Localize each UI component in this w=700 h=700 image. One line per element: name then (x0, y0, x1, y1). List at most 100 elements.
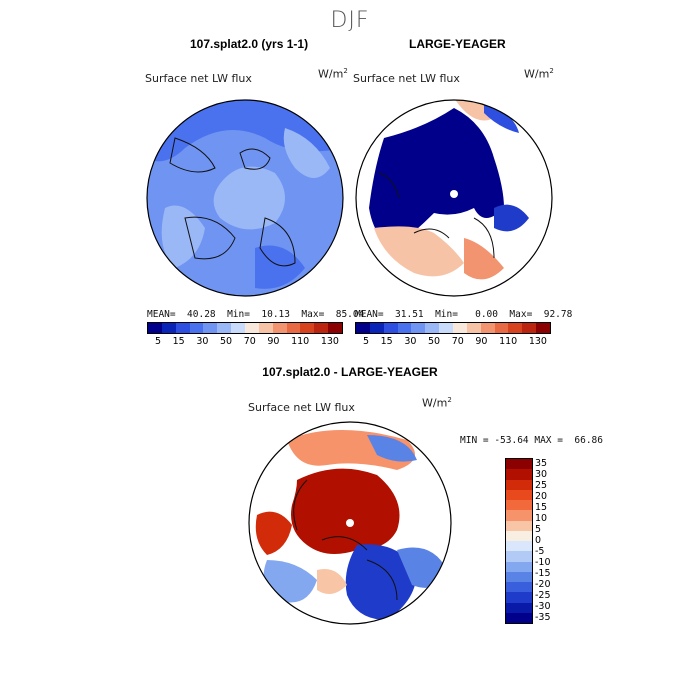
colorbar-label: 90 (267, 336, 280, 347)
colorbar-label: -15 (535, 568, 551, 579)
colorbar-swatch (328, 323, 343, 333)
colorbar-label: -25 (535, 590, 551, 601)
colorbar-label: -20 (535, 579, 551, 590)
season-title: DJF (330, 8, 370, 33)
colorbar-label: 20 (535, 491, 548, 502)
colorbar-swatch (272, 323, 287, 333)
colorbar-swatch (506, 510, 532, 521)
colorbar-swatch (506, 500, 532, 511)
colorbar-label: 15 (172, 336, 185, 347)
diff-panel-units: W/m2 (422, 396, 452, 410)
colorbar-swatch (480, 323, 495, 333)
diff-colorbar (505, 458, 533, 624)
colorbar-label: 25 (535, 480, 548, 491)
colorbar-swatch (506, 541, 532, 552)
diff-panel-polar-map (248, 421, 452, 625)
colorbar-swatch (506, 551, 532, 562)
panel-1-units: W/m2 (318, 67, 348, 81)
colorbar-label: 15 (535, 502, 548, 513)
colorbar-swatch (300, 323, 315, 333)
panel-1-polar-map (146, 99, 344, 297)
panel-2-colorbar: 5 15 30 50 70 90 110 130 (355, 322, 551, 347)
colorbar-swatch (506, 520, 532, 531)
colorbar-swatch (506, 469, 532, 480)
panel-1-title: 107.splat2.0 (yrs 1-1) (190, 37, 309, 51)
colorbar-1-swatches (147, 322, 343, 334)
colorbar-swatch (411, 323, 426, 333)
colorbar-label: 70 (243, 336, 256, 347)
colorbar-swatch (508, 323, 523, 333)
obs-sea-ice-core (369, 108, 504, 248)
colorbar-2-swatches (355, 322, 551, 334)
diff-panel-field-name: Surface net LW flux (248, 401, 355, 414)
colorbar-swatch (425, 323, 440, 333)
colorbar-1-labels: 5 15 30 50 70 90 110 130 (147, 334, 343, 347)
colorbar-swatch (506, 571, 532, 582)
colorbar-label: 90 (475, 336, 488, 347)
colorbar-label: 130 (320, 336, 339, 347)
colorbar-swatch (369, 323, 384, 333)
colorbar-swatch (466, 323, 481, 333)
colorbar-2-labels: 5 15 30 50 70 90 110 130 (355, 334, 551, 347)
panel-1-colorbar: 5 15 30 50 70 90 110 130 (147, 322, 343, 347)
colorbar-swatch (506, 530, 532, 541)
colorbar-swatch (506, 582, 532, 593)
colorbar-swatch (506, 602, 532, 613)
colorbar-swatch (453, 323, 467, 333)
colorbar-label: 50 (428, 336, 441, 347)
colorbar-label: 10 (535, 513, 548, 524)
colorbar-swatch (286, 323, 301, 333)
colorbar-swatch (356, 323, 370, 333)
colorbar-swatch (439, 323, 454, 333)
colorbar-swatch (506, 592, 532, 603)
colorbar-swatch (314, 323, 329, 333)
colorbar-label: -10 (535, 557, 551, 568)
colorbar-swatch (506, 489, 532, 500)
colorbar-swatch (217, 323, 232, 333)
colorbar-swatch (258, 323, 273, 333)
colorbar-swatch (506, 561, 532, 572)
colorbar-label: 110 (499, 336, 518, 347)
colorbar-label: 5 (363, 336, 370, 347)
colorbar-swatch (506, 459, 532, 470)
diff-warm-core (291, 468, 400, 554)
colorbar-swatch (148, 323, 162, 333)
colorbar-swatch (383, 323, 398, 333)
panel-2-units: W/m2 (524, 67, 554, 81)
colorbar-swatch (175, 323, 190, 333)
colorbar-label: 50 (220, 336, 233, 347)
colorbar-label: 30 (196, 336, 209, 347)
colorbar-swatch (397, 323, 412, 333)
diff-panel-minmax: MIN = -53.64 MAX = 66.86 (460, 435, 603, 446)
colorbar-swatch (203, 323, 218, 333)
colorbar-swatch (494, 323, 509, 333)
panel-1-field-name: Surface net LW flux (145, 72, 252, 85)
colorbar-label: 5 (535, 524, 542, 535)
colorbar-label: 30 (535, 469, 548, 480)
panel-2-polar-map (355, 99, 553, 297)
diff-panel-title: 107.splat2.0 - LARGE-YEAGER (262, 365, 438, 379)
colorbar-label: 15 (380, 336, 393, 347)
panel-2-field-name: Surface net LW flux (353, 72, 460, 85)
panel-2-title: LARGE-YEAGER (409, 37, 506, 51)
panel-2-stats: MEAN= 31.51 Min= 0.00 Max= 92.78 (355, 309, 573, 320)
colorbar-label: -5 (535, 546, 545, 557)
diff-cool-core (345, 544, 417, 620)
colorbar-swatch (522, 323, 537, 333)
colorbar-swatch (245, 323, 259, 333)
diff-colorbar-labels: 35 30 25 20 15 10 5 0 -5 -10 -15 -20 -25 -30 -35 (535, 458, 551, 623)
colorbar-label: 0 (535, 535, 542, 546)
colorbar-swatch (506, 612, 532, 623)
colorbar-swatch (506, 479, 532, 490)
colorbar-label: 70 (451, 336, 464, 347)
colorbar-label: 130 (528, 336, 547, 347)
colorbar-swatch (231, 323, 246, 333)
colorbar-label: 30 (404, 336, 417, 347)
panel-1-stats: MEAN= 40.28 Min= 10.13 Max= 85.04 (147, 309, 365, 320)
colorbar-label: 110 (291, 336, 310, 347)
colorbar-swatch (189, 323, 204, 333)
colorbar-swatch (536, 323, 551, 333)
colorbar-label: -30 (535, 601, 551, 612)
colorbar-swatch (161, 323, 176, 333)
colorbar-label: 5 (155, 336, 162, 347)
